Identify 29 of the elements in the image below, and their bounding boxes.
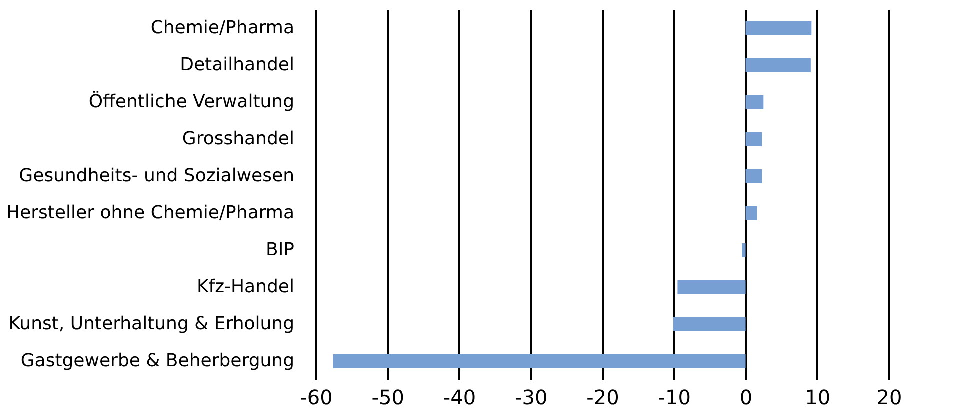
bar	[678, 280, 746, 294]
y-tick-label: Kunst, Unterhaltung & Erholung	[8, 314, 294, 334]
x-tick-label: 20	[876, 386, 902, 410]
bar	[333, 354, 746, 368]
bar	[742, 244, 746, 258]
bar	[673, 318, 746, 332]
bar	[746, 58, 811, 72]
x-tick-label: -30	[515, 386, 548, 410]
y-tick-label: BIP	[266, 240, 295, 260]
y-tick-label: Grosshandel	[182, 128, 294, 150]
y-tick-label: Hersteller ohne Chemie/Pharma	[6, 202, 294, 224]
bar	[746, 22, 812, 36]
y-tick-label: Gastgewerbe & Beherbergung	[20, 350, 294, 372]
bar	[746, 96, 764, 110]
x-tick-label: -50	[372, 386, 404, 410]
x-tick-label: 10	[805, 386, 831, 410]
x-tick-label: -40	[443, 386, 476, 410]
y-tick-label: Kfz-Handel	[196, 276, 294, 298]
y-tick-label: Detailhandel	[180, 54, 294, 76]
bar	[746, 170, 762, 184]
y-tick-label: Chemie/Pharma	[150, 18, 294, 38]
x-tick-label: 0	[740, 386, 753, 410]
bar	[746, 206, 758, 220]
bar	[746, 132, 762, 146]
x-tick-label: -60	[300, 386, 333, 410]
y-tick-label: Gesundheits- und Sozialwesen	[19, 166, 294, 186]
x-tick-label: -10	[658, 386, 691, 410]
x-tick-label: -20	[586, 386, 620, 410]
y-tick-label: Öffentliche Verwaltung	[88, 90, 294, 112]
